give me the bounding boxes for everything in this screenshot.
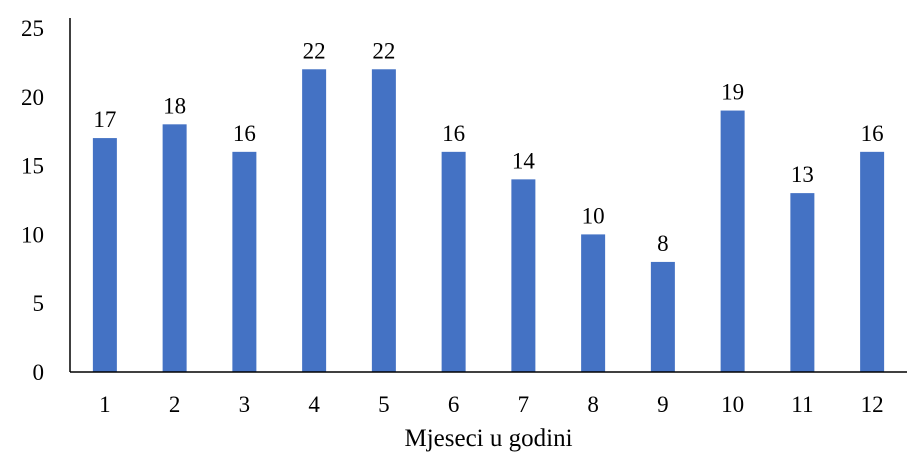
y-axis-ticks: 0 5 10 15 20 25 xyxy=(21,16,44,385)
x-tick-label: 12 xyxy=(861,392,884,417)
bar xyxy=(92,138,117,372)
data-label: 16 xyxy=(861,121,884,146)
x-tick-label: 2 xyxy=(169,392,181,417)
bar xyxy=(162,124,187,372)
bar xyxy=(371,69,396,372)
x-tick-label: 9 xyxy=(657,392,669,417)
x-tick-label: 7 xyxy=(518,392,530,417)
y-tick-label: 20 xyxy=(21,85,44,110)
bar xyxy=(511,179,536,372)
data-label: 16 xyxy=(233,121,256,146)
data-label: 18 xyxy=(163,93,186,118)
x-tick-label: 5 xyxy=(378,392,390,417)
x-tick-label: 4 xyxy=(308,392,320,417)
data-label: 22 xyxy=(372,38,395,63)
x-tick-label: 3 xyxy=(239,392,251,417)
bars xyxy=(92,69,885,372)
bar xyxy=(720,110,745,372)
bar xyxy=(860,151,885,372)
data-label: 17 xyxy=(93,107,116,132)
bar xyxy=(441,151,466,372)
data-label: 13 xyxy=(791,162,814,187)
bar xyxy=(302,69,327,372)
y-tick-label: 25 xyxy=(21,16,44,41)
data-labels: 17 18 16 22 22 16 14 10 8 19 13 16 xyxy=(93,38,883,256)
x-tick-label: 11 xyxy=(791,392,813,417)
x-tick-label: 8 xyxy=(587,392,599,417)
x-axis-title: Mjeseci u godini xyxy=(404,425,572,452)
data-label: 22 xyxy=(303,38,326,63)
x-tick-label: 6 xyxy=(448,392,460,417)
data-label: 8 xyxy=(657,231,669,256)
x-axis-ticks: 1 2 3 4 5 6 7 8 9 10 11 12 xyxy=(99,392,884,417)
data-label: 10 xyxy=(582,203,605,228)
y-tick-label: 5 xyxy=(33,291,45,316)
y-tick-label: 0 xyxy=(33,360,45,385)
y-tick-label: 10 xyxy=(21,222,44,247)
data-label: 16 xyxy=(442,121,465,146)
x-tick-label: 10 xyxy=(721,392,744,417)
bar xyxy=(232,151,257,372)
x-tick-label: 1 xyxy=(99,392,111,417)
bar xyxy=(650,261,675,372)
data-label: 14 xyxy=(512,148,536,173)
y-tick-label: 15 xyxy=(21,154,44,179)
data-label: 19 xyxy=(721,80,744,105)
bar xyxy=(581,234,606,372)
bar xyxy=(790,193,815,372)
